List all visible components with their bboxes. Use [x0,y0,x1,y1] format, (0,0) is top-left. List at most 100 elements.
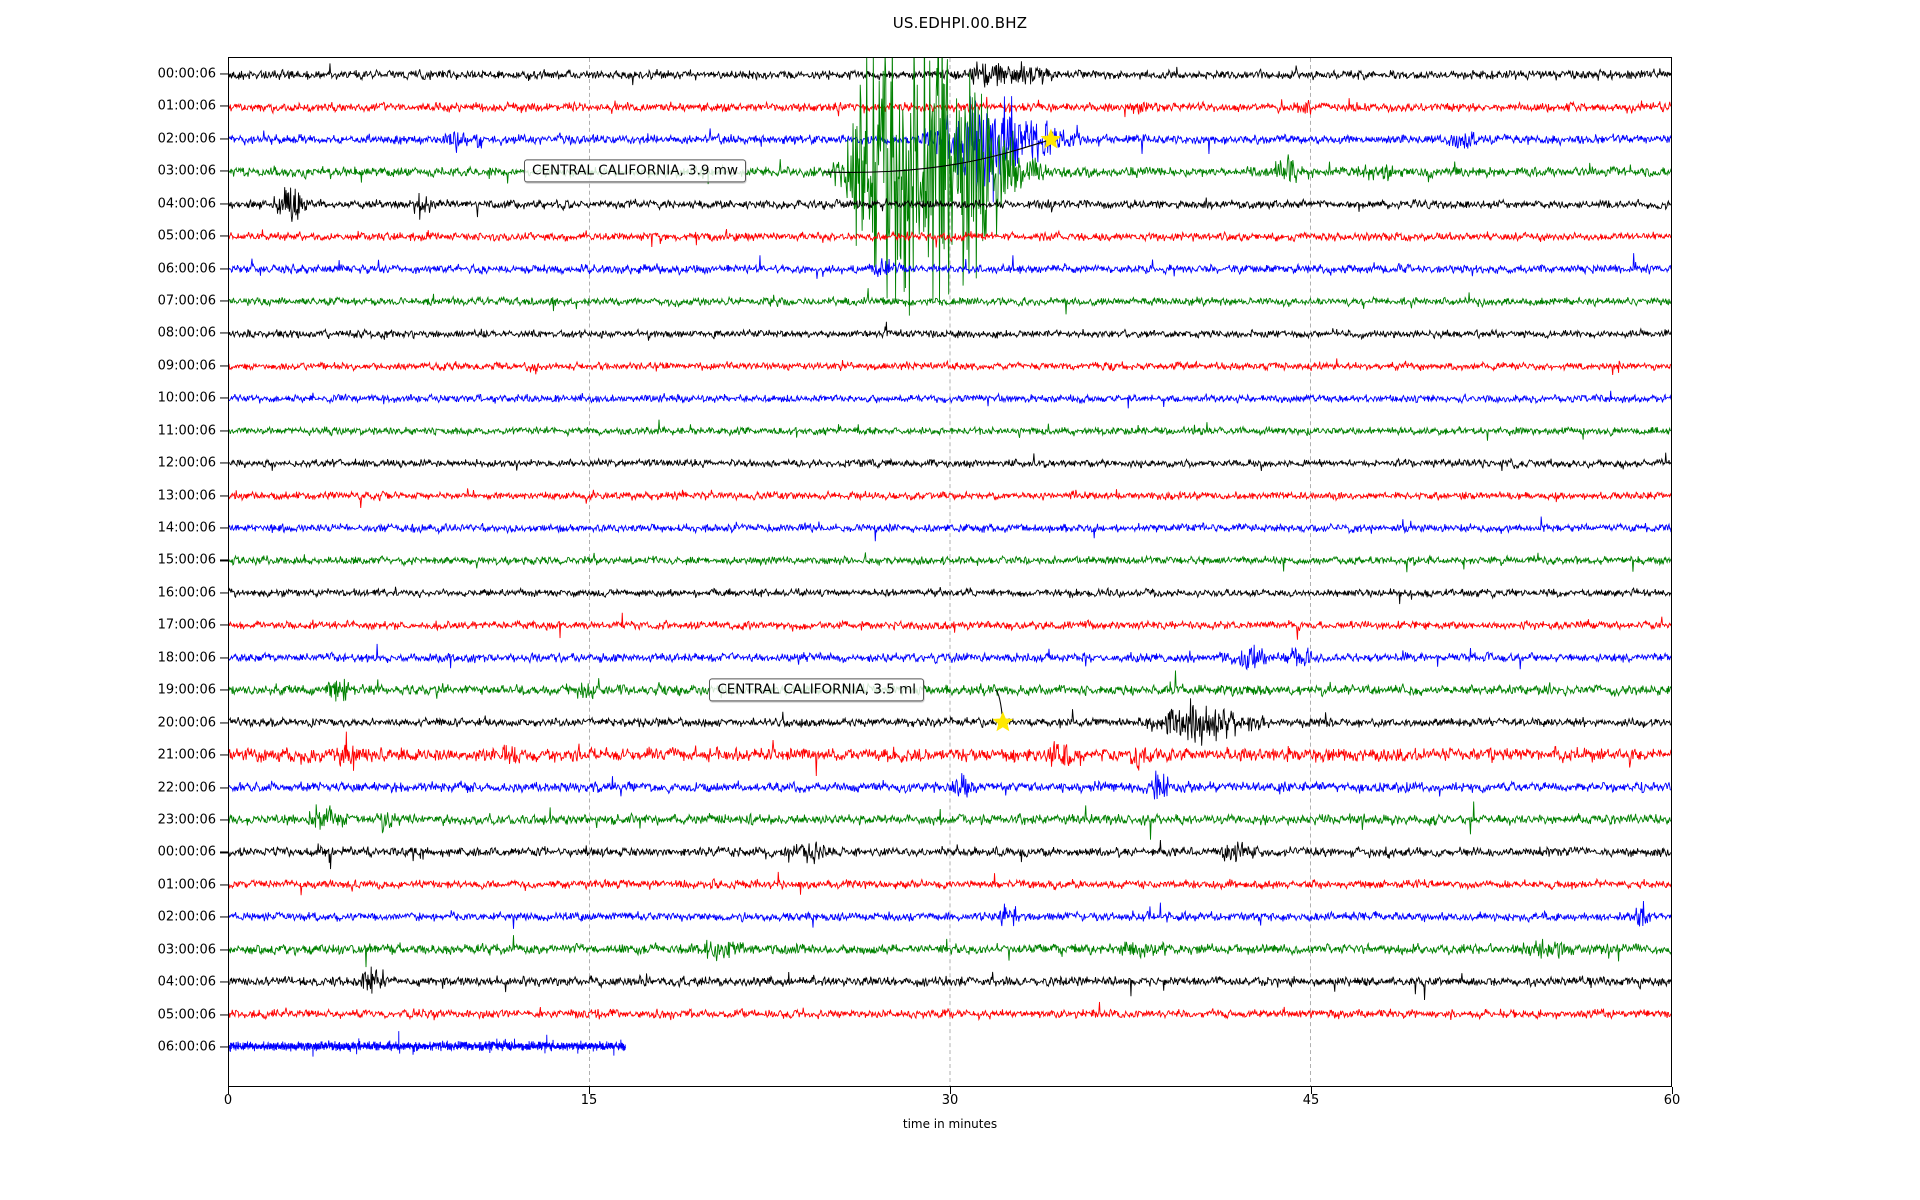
trace-line [229,516,1671,542]
y-tick-mark [220,235,228,237]
y-tick-label: 09:00:06 [157,358,216,374]
trace-line [229,1001,1671,1022]
trace-line [229,731,1671,777]
y-tick-mark [220,332,228,334]
trace-line [229,643,1671,671]
trace-line [229,901,1671,929]
y-tick-label: 15:00:06 [157,552,216,568]
plot-area[interactable] [228,57,1672,1087]
trace-line [229,698,1671,746]
x-tick-label: 60 [1663,1093,1681,1108]
y-tick-mark [220,105,228,107]
event-star-marker[interactable] [1040,128,1062,149]
seismogram-traces [229,58,1671,1086]
x-tick-label: 45 [1302,1093,1320,1108]
y-tick-label: 03:00:06 [157,163,216,179]
trace-line [229,358,1671,376]
y-tick-label: 21:00:06 [157,747,216,763]
x-tick-label: 30 [941,1093,959,1108]
event-annotation-label[interactable]: CENTRAL CALIFORNIA, 3.5 ml [709,678,925,702]
y-tick-label: 05:00:06 [157,228,216,244]
trace-line [229,839,1671,870]
y-tick-label: 12:00:06 [157,455,216,471]
annotation-leader-line [824,139,1052,173]
trace-line [229,770,1671,800]
y-tick-label: 06:00:06 [157,1039,216,1055]
y-tick-mark [220,657,228,659]
y-tick-mark [220,430,228,432]
trace-line [229,612,1671,640]
x-axis-label: time in minutes [902,1117,998,1131]
trace-line [229,488,1671,509]
y-tick-mark [220,787,228,789]
trace-line [229,321,1671,341]
y-tick-mark [220,851,228,853]
y-tick-label: 14:00:06 [157,520,216,536]
y-tick-mark [220,527,228,529]
y-tick-label: 01:00:06 [157,98,216,114]
trace-line [229,452,1671,472]
y-tick-mark [220,397,228,399]
y-tick-label: 16:00:06 [157,585,216,601]
trace-line [229,187,1671,222]
trace-line [229,935,1671,968]
y-tick-mark [220,365,228,367]
y-tick-mark [220,949,228,951]
y-tick-label: 10:00:06 [157,390,216,406]
trace-line [229,58,1671,316]
y-tick-label: 17:00:06 [157,617,216,633]
y-tick-label: 08:00:06 [157,325,216,341]
trace-line [229,1031,626,1057]
y-tick-label: 19:00:06 [157,682,216,698]
trace-line [229,670,1671,702]
y-tick-label: 20:00:06 [157,715,216,731]
x-tick-label: 15 [580,1093,598,1108]
y-tick-label: 22:00:06 [157,780,216,796]
y-tick-label: 18:00:06 [157,650,216,666]
y-tick-mark [220,592,228,594]
y-tick-mark [220,462,228,464]
x-tick-mark [1311,1087,1313,1094]
event-annotation-label[interactable]: CENTRAL CALIFORNIA, 3.9 mw [524,159,746,183]
y-tick-label: 11:00:06 [157,423,216,439]
y-tick-mark [220,689,228,691]
y-tick-label: 23:00:06 [157,812,216,828]
y-tick-mark [220,559,228,562]
y-tick-label: 05:00:06 [157,1007,216,1023]
y-tick-mark [220,73,228,75]
y-tick-mark [220,1014,228,1016]
y-tick-mark [220,624,228,626]
y-tick-label: 02:00:06 [157,131,216,147]
y-tick-mark [220,819,228,821]
trace-line [229,288,1671,315]
trace-line [229,871,1671,896]
y-tick-mark [220,170,228,172]
trace-line [229,552,1671,573]
y-tick-label: 13:00:06 [157,488,216,504]
y-tick-mark [220,203,228,205]
y-tick-label: 03:00:06 [157,942,216,958]
x-tick-mark [589,1087,591,1094]
y-tick-label: 04:00:06 [157,974,216,990]
y-tick-mark [220,495,228,497]
event-star-marker[interactable] [992,711,1014,732]
trace-line [229,228,1671,248]
trace-line [229,586,1671,605]
y-tick-mark [220,722,228,724]
y-tick-mark [220,1046,228,1048]
y-tick-mark [220,981,228,983]
y-tick-label: 04:00:06 [157,196,216,212]
y-tick-mark [220,300,228,302]
y-tick-mark [220,267,228,270]
trace-line [229,61,1671,88]
y-tick-label: 00:00:06 [157,66,216,82]
page-title: US.EDHPI.00.BHZ [892,14,1028,32]
y-tick-label: 01:00:06 [157,877,216,893]
trace-line [229,253,1671,279]
y-tick-mark [220,138,228,140]
y-tick-label: 00:00:06 [157,844,216,860]
trace-line [229,390,1671,409]
y-tick-mark [220,754,228,756]
trace-line [229,966,1671,1000]
